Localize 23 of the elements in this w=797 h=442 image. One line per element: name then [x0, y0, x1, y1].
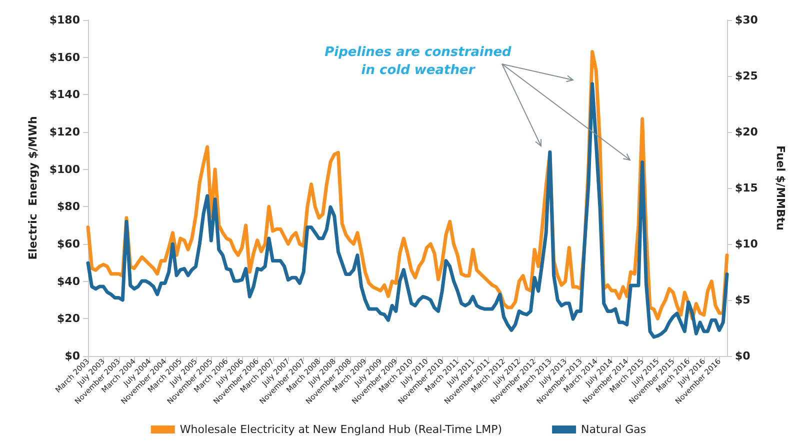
y-tick-label: $160	[49, 50, 80, 64]
y-tick-label: $180	[49, 14, 80, 26]
y-tick-label: $100	[49, 162, 80, 176]
y-tick-label: $0	[64, 350, 80, 362]
y-tick-label: $120	[49, 126, 80, 138]
y2-tick-label: $20	[735, 126, 758, 138]
y-tick-label: $140	[49, 88, 80, 102]
y2-tick-label: $25	[735, 70, 758, 82]
y-tick-label: $20	[57, 312, 80, 326]
y2-tick-label: $0	[735, 350, 751, 362]
y-tick-label: $60	[57, 238, 80, 250]
y-tick-label: $40	[57, 274, 80, 288]
y2-axis-title: Fuel $/MMBtu	[774, 146, 787, 230]
legend-label: Wholesale Electricity at New England Hub (Real-Time LMP)	[180, 423, 502, 436]
annotation: Pipelines are constrained in cold weather	[324, 44, 512, 80]
y2-tick-label: $15	[735, 182, 758, 194]
y2-tick-label: $10	[735, 238, 758, 250]
legend-label: Natural Gas	[581, 423, 646, 436]
y2-tick-label: $30	[735, 14, 758, 26]
y2-tick-label: $5	[735, 294, 750, 306]
y-tick-label: $80	[57, 200, 80, 214]
line-series	[86, 82, 729, 339]
y-axis-title: Electric Energy $/MWh	[26, 116, 40, 260]
